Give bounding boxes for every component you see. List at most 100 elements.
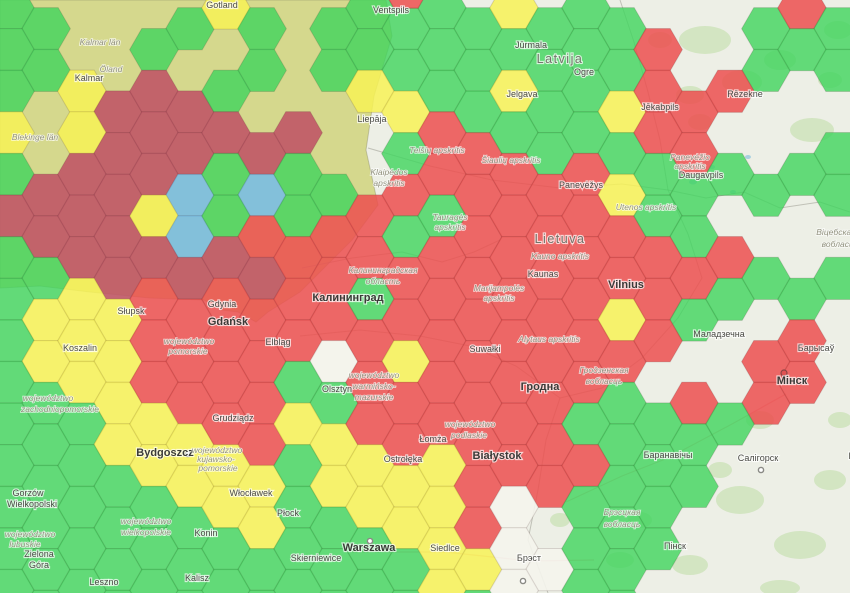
map-label: Калининград [312, 292, 383, 304]
map-label: Брэст [517, 553, 541, 563]
map-label: lubuskie [9, 539, 40, 549]
hex-cell[interactable] [0, 69, 35, 113]
hex-cell[interactable] [382, 589, 431, 593]
hex-cell[interactable] [813, 173, 850, 217]
map-label: Kalisz [185, 573, 210, 583]
map-label: Gorzów [12, 488, 44, 498]
city-marker [757, 466, 765, 474]
map-label: warmińsko- [352, 381, 396, 391]
map-label: województwo [164, 336, 215, 346]
map-label: Alytaus apskritis [517, 334, 580, 344]
hex-cell[interactable] [813, 48, 850, 93]
map-label: podlaskie [450, 430, 487, 440]
map-label: Гродна [521, 381, 561, 393]
hex-cell[interactable] [598, 589, 647, 593]
map-label: Włocławek [229, 488, 273, 498]
map-label: Бабруйск [849, 451, 850, 461]
map-label: Брэсцкая [604, 507, 641, 517]
map-label: Latvija [537, 52, 584, 66]
map-label: województwo [192, 445, 243, 455]
map-label: Łomża [419, 434, 446, 444]
map-label: apskritis [373, 178, 405, 188]
hex-cell[interactable] [310, 589, 359, 593]
map-label: Elbląg [265, 337, 290, 347]
forest-patch [550, 513, 570, 527]
map-label: województwo [5, 529, 56, 539]
forest-patch [774, 531, 826, 559]
forest-patch [790, 118, 834, 142]
map-label: Warszawa [343, 542, 397, 554]
map-label: Liepāja [357, 114, 386, 124]
map-label: Tauragės [432, 212, 468, 222]
hex-cell[interactable] [633, 319, 683, 363]
map-label: Šiaulių apskritis [481, 155, 541, 165]
map-label: Siedlce [430, 543, 460, 553]
hex-cell[interactable] [94, 589, 143, 593]
map-label: Panevėžys [559, 180, 604, 190]
hex-cell[interactable] [705, 277, 755, 321]
map-label: Пінск [664, 541, 686, 551]
map-label: wielkopolskie [121, 527, 171, 537]
map-label: Kaunas [528, 269, 559, 279]
hex-cell[interactable] [705, 69, 755, 113]
map-label: Гродзенская [579, 365, 629, 375]
hex-cell[interactable] [166, 589, 215, 593]
city-marker [184, 450, 192, 458]
map-label: Słupsk [117, 306, 145, 316]
map-label: Ogre [574, 67, 594, 77]
map-label: Płock [277, 508, 300, 518]
forest-patch [716, 486, 764, 514]
map-label: mazurskie [355, 392, 394, 402]
map-label: Lietuva [535, 232, 586, 246]
hex-cell[interactable] [382, 0, 431, 9]
map-label: Маладзечна [693, 329, 745, 339]
map-label: Барысаў [798, 343, 835, 353]
map-label: Olsztyn [322, 384, 352, 394]
map-label: apskritis [483, 293, 515, 303]
map-label: вобласць [822, 239, 850, 249]
map-label: Kauno apskritis [531, 251, 590, 261]
hex-cell[interactable] [633, 527, 683, 571]
forest-patch [760, 580, 800, 593]
map-label: zachodniopomorskie [20, 404, 99, 414]
forest-patch [679, 26, 731, 54]
map-label: apskritis [434, 222, 466, 232]
map-label: область [366, 276, 401, 286]
map-label: Калининградская [348, 265, 418, 275]
map-label: Zielona [24, 549, 54, 559]
map-label: Marijampolės [474, 283, 525, 293]
hex-cell[interactable] [22, 589, 71, 593]
hex-cell[interactable] [0, 111, 35, 155]
forest-patch [672, 555, 708, 575]
map-label: Gdynia [208, 299, 237, 309]
map-label: pomorskie [197, 463, 237, 473]
hex-cell[interactable] [705, 402, 755, 446]
hex-cell[interactable] [777, 360, 827, 405]
map-label: Öland [100, 64, 123, 74]
map-label: Салігорск [738, 453, 778, 463]
map-label: Jūrmala [515, 40, 547, 50]
forest-patch [814, 470, 846, 490]
hex-cell[interactable] [489, 568, 539, 593]
forest-patch [708, 462, 732, 478]
marker-layer [184, 369, 788, 585]
map-label: Jelgava [506, 89, 537, 99]
map-label: Kalmar [75, 73, 104, 83]
map-label: województwo [121, 516, 172, 526]
map-label: вобласць [586, 376, 623, 386]
map-label: pomorskie [167, 346, 207, 356]
map-label: województwo [23, 393, 74, 403]
hex-cell[interactable] [454, 589, 503, 593]
hex-cell[interactable] [238, 589, 287, 593]
map-label: Koszalin [63, 343, 97, 353]
map-label: Klaipėdos [370, 167, 408, 177]
map-label: Utenos apskritis [616, 202, 677, 212]
map-label: Мінск [777, 375, 808, 387]
map-label: kujawsko- [197, 454, 235, 464]
map-label: Віцебская [816, 227, 850, 237]
city-marker [519, 577, 527, 585]
